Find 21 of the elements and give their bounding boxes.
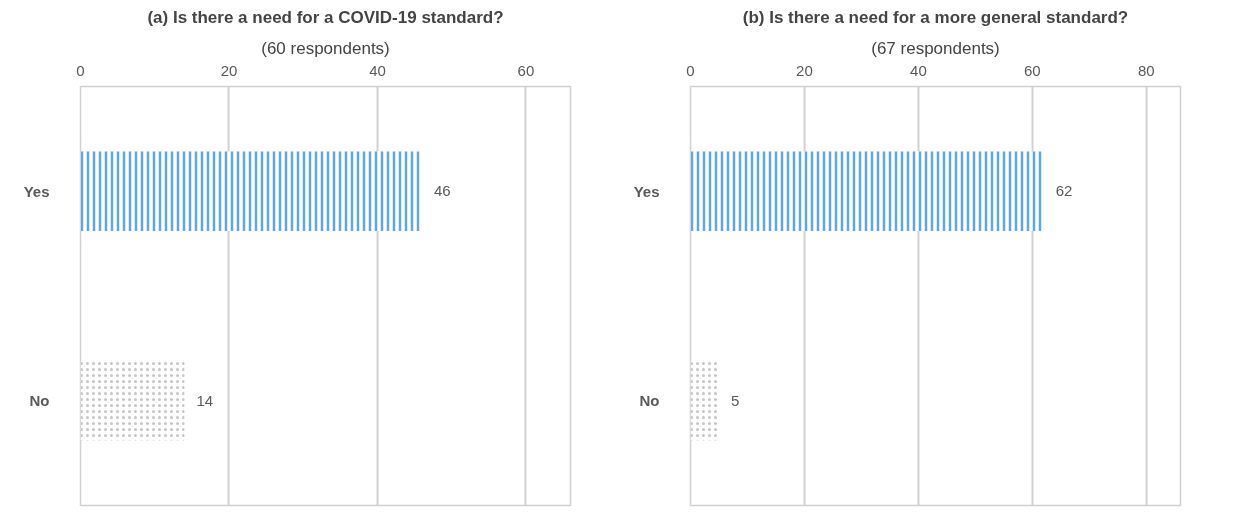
data-label: 62 — [1055, 182, 1073, 200]
chart-title: (a) Is there a need for a COVID-19 standard? — [147, 7, 504, 27]
y-tick-label: No — [639, 392, 660, 410]
x-tick-label: 60 — [517, 61, 535, 79]
x-tick-label: 0 — [76, 61, 85, 79]
y-tick-label: Yes — [23, 182, 50, 200]
x-tick-label: 0 — [686, 61, 695, 79]
y-tick-label: Yes — [633, 182, 660, 200]
chart-subtitle: (67 respondents) — [871, 38, 1000, 58]
x-tick-label: 20 — [796, 61, 813, 79]
x-tick-label: 40 — [910, 61, 927, 79]
data-label: 14 — [196, 391, 214, 409]
x-tick-label: 60 — [1024, 61, 1041, 79]
x-tick-label: 40 — [369, 61, 386, 79]
y-tick-label: No — [29, 392, 50, 410]
x-tick-label: 80 — [1137, 61, 1155, 79]
x-tick-label: 20 — [220, 61, 238, 79]
data-label: 46 — [434, 182, 451, 200]
chart-subtitle: (60 respondents) — [261, 38, 390, 58]
data-label: 5 — [730, 391, 740, 409]
chart-title: (b) Is there a need for a more general standard? — [742, 7, 1129, 27]
